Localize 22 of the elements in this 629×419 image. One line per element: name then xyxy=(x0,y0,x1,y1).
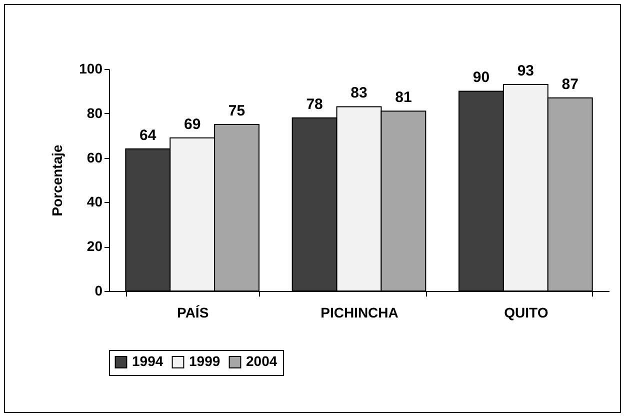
data-label: 83 xyxy=(350,84,368,102)
y-axis-title: Porcentaje xyxy=(49,144,66,216)
data-label: 93 xyxy=(517,62,534,80)
data-label: 64 xyxy=(140,126,157,144)
data-label: 87 xyxy=(562,76,578,93)
y-tick-label: 20 xyxy=(86,238,103,254)
data-label: 78 xyxy=(306,96,323,113)
y-tick-label: 60 xyxy=(86,149,103,166)
x-tick-label: QUITO xyxy=(504,304,548,320)
data-label: 75 xyxy=(228,102,246,120)
legend-label: 1994 xyxy=(132,353,164,370)
data-label: 90 xyxy=(472,69,490,86)
legend-label: 2004 xyxy=(246,353,278,370)
x-tick-label: PICHINCHA xyxy=(320,304,398,320)
y-tick-label: 80 xyxy=(86,104,103,121)
y-tick-label: 40 xyxy=(86,194,103,210)
y-tick-label: 0 xyxy=(94,282,103,298)
data-label: 81 xyxy=(395,89,412,106)
y-tick-label: 100 xyxy=(79,60,103,76)
legend-label: 1999 xyxy=(189,353,220,370)
x-tick-label: PAÍS xyxy=(177,304,209,320)
data-label: 69 xyxy=(184,116,201,133)
